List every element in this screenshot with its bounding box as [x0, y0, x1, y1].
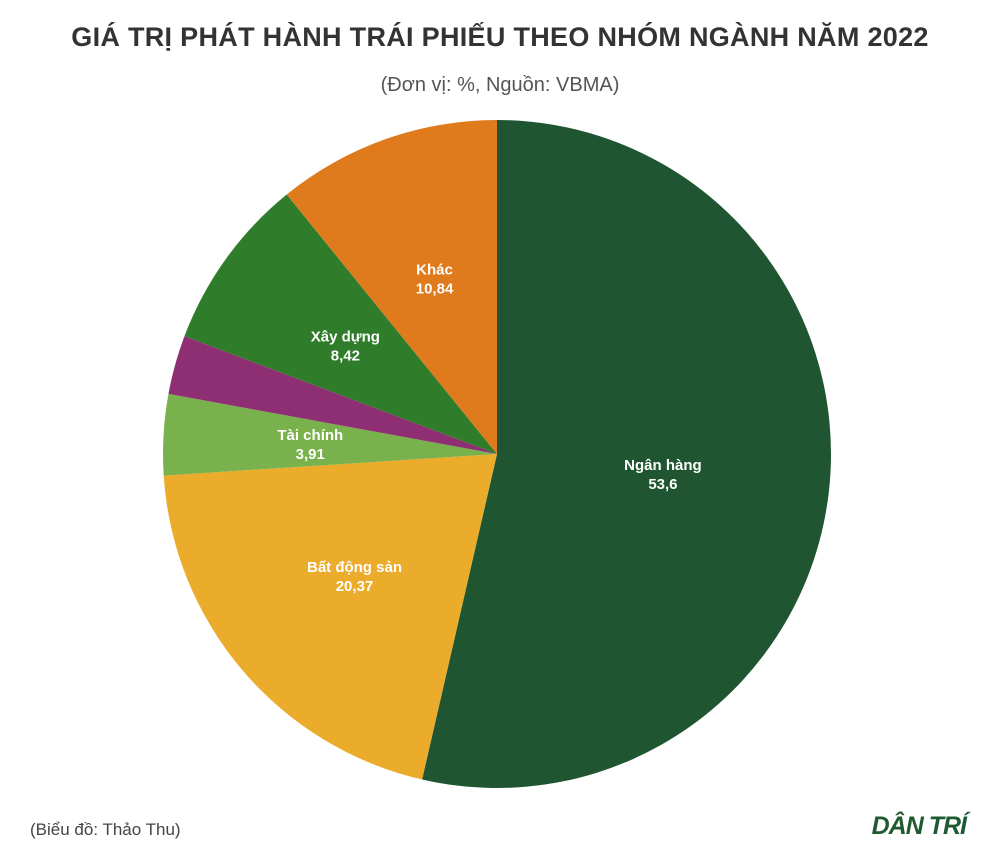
- slice-label-0: Ngân hàng: [624, 457, 702, 474]
- pie-slice-0: [422, 120, 831, 788]
- slice-value-5: 10,84: [416, 281, 454, 298]
- pie-slice-3: [168, 336, 498, 454]
- slice-value-0: 53,6: [648, 476, 677, 493]
- pie-slices: [163, 120, 831, 788]
- slice-value-4: 8,42: [331, 348, 360, 365]
- chart-subtitle: (Đơn vị: %, Nguồn: VBMA): [380, 74, 620, 96]
- slice-value-1: 20,37: [336, 578, 374, 595]
- publisher-logo: DÂN TRÍ: [871, 812, 967, 840]
- pie-labels: Ngân hàng 53,6 Bất động sản 20,37 Tài chính 3…: [277, 262, 701, 595]
- pie-slice-1: [163, 454, 497, 780]
- slice-label-4: Xây dựng: [311, 329, 380, 346]
- chart-credit: (Biểu đồ: Thảo Thu): [30, 820, 181, 839]
- chart-title: GIÁ TRỊ PHÁT HÀNH TRÁI PHIẾU THEO NHÓM N…: [71, 22, 929, 52]
- slice-label-5: Khác: [416, 262, 453, 279]
- pie-slice-2: [163, 393, 497, 476]
- slice-label-2: Tài chính: [277, 427, 343, 444]
- slice-value-2: 3,91: [296, 446, 325, 463]
- slice-label-1: Bất động sản: [307, 559, 402, 576]
- pie-slice-5: [286, 120, 497, 454]
- pie-slice-4: [184, 194, 497, 455]
